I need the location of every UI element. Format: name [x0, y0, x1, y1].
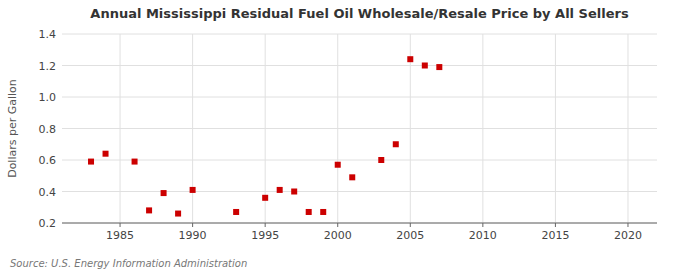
y-tick-label: 0.2: [39, 217, 57, 230]
points: [88, 56, 442, 216]
x-tick: [627, 223, 628, 227]
grid-line-y: [62, 160, 657, 161]
point: [393, 141, 399, 147]
grid-line-y: [62, 34, 657, 35]
x-tick-label: 2000: [324, 229, 352, 242]
y-axis-label: Dollars per Gallon: [6, 79, 19, 178]
point: [335, 162, 341, 168]
background: [0, 0, 675, 275]
y-tick-label: 1.0: [39, 91, 57, 104]
point: [132, 159, 138, 165]
point: [146, 207, 152, 213]
point: [103, 151, 109, 157]
x-tick: [555, 223, 556, 227]
point: [378, 157, 384, 163]
x-tick-label: 1990: [179, 229, 207, 242]
point: [277, 187, 283, 193]
x-tick: [482, 223, 483, 227]
y-tick-label: 0.8: [39, 123, 57, 136]
title: Annual Mississippi Residual Fuel Oil Who…: [90, 6, 629, 21]
y-axis: 0.2 0.4 0.6 0.8 1.0 1.2 1.4: [39, 28, 57, 230]
point: [407, 56, 413, 62]
point: [422, 63, 428, 69]
x-tick-label: 2010: [469, 229, 497, 242]
y-tick-label: 0.4: [39, 186, 57, 199]
point: [349, 174, 355, 180]
x-tick: [410, 223, 411, 227]
point: [320, 209, 326, 215]
x-tick-label: 2005: [396, 229, 424, 242]
point: [88, 159, 94, 165]
point: [262, 195, 268, 201]
point: [436, 64, 442, 70]
grid-line-y: [62, 65, 657, 66]
x-tick-label: 1985: [106, 229, 134, 242]
grid: [62, 34, 657, 223]
grid-line-y: [62, 223, 657, 224]
x-axis-line: [62, 223, 657, 224]
x-tick: [120, 223, 121, 227]
x-tick: [265, 223, 266, 227]
x-tick: [192, 223, 193, 227]
source-note: Source: U.S. Energy Information Administ…: [10, 258, 247, 269]
grid-line-y: [62, 191, 657, 192]
x-tick-label: 1995: [251, 229, 279, 242]
x-tick-label: 2020: [614, 229, 642, 242]
point: [291, 189, 297, 195]
grid-line-y: [62, 128, 657, 129]
x-axis: 1985 1990 1995 2000 2005 2010 2015 2020: [106, 223, 642, 242]
point: [233, 209, 239, 215]
point: [306, 209, 312, 215]
y-tick-label: 0.6: [39, 154, 57, 167]
point: [161, 190, 167, 196]
x-tick: [337, 223, 338, 227]
y-tick-label: 1.2: [39, 60, 57, 73]
grid-line-y: [62, 97, 657, 98]
chart: 198519901995200020052010201520200.20.40.…: [0, 0, 675, 275]
point: [175, 211, 181, 217]
y-tick-label: 1.4: [39, 28, 57, 41]
point: [190, 187, 196, 193]
x-tick-label: 2015: [541, 229, 569, 242]
